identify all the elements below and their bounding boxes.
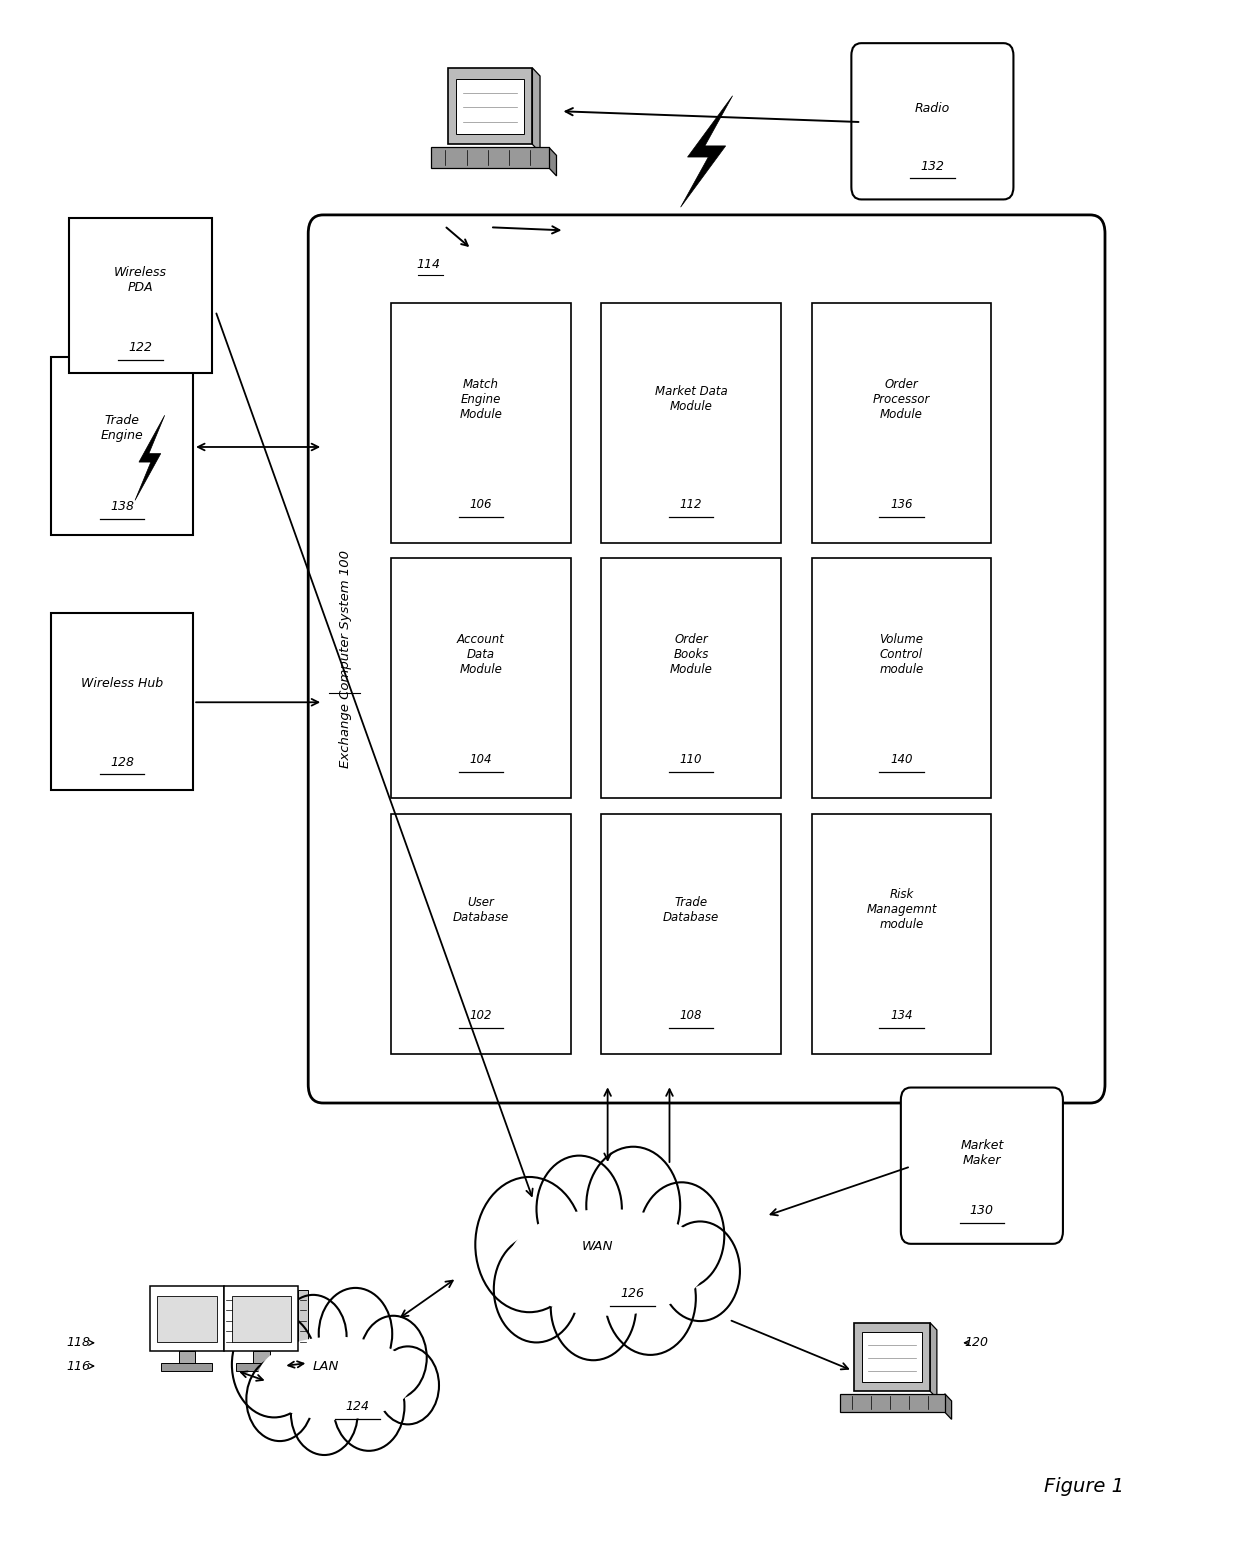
Text: 106: 106 [470, 498, 492, 512]
Circle shape [232, 1311, 316, 1417]
FancyBboxPatch shape [391, 814, 570, 1054]
Text: 104: 104 [470, 753, 492, 766]
FancyBboxPatch shape [900, 1088, 1063, 1243]
Text: 120: 120 [963, 1336, 988, 1350]
Text: Wireless Hub: Wireless Hub [81, 677, 164, 690]
Text: 116: 116 [67, 1359, 91, 1373]
FancyBboxPatch shape [391, 558, 570, 798]
Text: LAN: LAN [312, 1359, 339, 1373]
Polygon shape [930, 1322, 937, 1398]
Polygon shape [681, 96, 733, 208]
FancyBboxPatch shape [69, 219, 212, 372]
Circle shape [334, 1362, 404, 1451]
Circle shape [319, 1288, 392, 1380]
Circle shape [494, 1235, 579, 1342]
Text: 136: 136 [890, 498, 913, 512]
Text: Trade
Engine: Trade Engine [100, 414, 144, 442]
Text: User
Database: User Database [453, 896, 508, 924]
Text: 128: 128 [110, 755, 134, 769]
Polygon shape [258, 1336, 413, 1420]
FancyBboxPatch shape [309, 215, 1105, 1104]
Circle shape [605, 1242, 696, 1355]
Text: Match
Engine
Module: Match Engine Module [459, 378, 502, 420]
Polygon shape [549, 147, 557, 177]
FancyBboxPatch shape [854, 1322, 930, 1390]
FancyBboxPatch shape [601, 814, 781, 1054]
Circle shape [377, 1347, 439, 1424]
FancyBboxPatch shape [179, 1352, 196, 1362]
Text: 126: 126 [620, 1286, 645, 1300]
Text: Order
Books
Module: Order Books Module [670, 632, 713, 676]
Circle shape [475, 1176, 584, 1313]
Text: 118: 118 [67, 1336, 91, 1350]
Text: 130: 130 [970, 1204, 994, 1217]
Text: 134: 134 [890, 1009, 913, 1021]
FancyBboxPatch shape [161, 1362, 212, 1372]
FancyBboxPatch shape [448, 68, 532, 144]
FancyBboxPatch shape [150, 1286, 224, 1352]
FancyBboxPatch shape [157, 1296, 217, 1342]
Text: Figure 1: Figure 1 [1044, 1477, 1123, 1496]
FancyBboxPatch shape [236, 1362, 286, 1372]
Text: 140: 140 [890, 753, 913, 766]
FancyBboxPatch shape [456, 79, 525, 133]
FancyBboxPatch shape [812, 304, 991, 542]
Text: 112: 112 [680, 498, 702, 512]
Polygon shape [532, 68, 541, 152]
Text: 138: 138 [110, 501, 134, 513]
Text: WAN: WAN [582, 1240, 614, 1254]
FancyBboxPatch shape [812, 558, 991, 798]
Text: 102: 102 [470, 1009, 492, 1021]
Text: Trade
Database: Trade Database [663, 896, 719, 924]
FancyBboxPatch shape [852, 43, 1013, 200]
Text: Radio: Radio [915, 102, 950, 115]
Text: Wireless
PDA: Wireless PDA [114, 267, 167, 294]
Text: Market Data
Module: Market Data Module [655, 384, 728, 412]
Text: 114: 114 [417, 257, 440, 271]
Text: 110: 110 [680, 753, 702, 766]
Text: Risk
Managemnt
module: Risk Managemnt module [867, 888, 936, 932]
FancyBboxPatch shape [391, 304, 570, 542]
Circle shape [360, 1316, 427, 1400]
Text: 122: 122 [129, 341, 153, 355]
FancyBboxPatch shape [862, 1331, 923, 1381]
Polygon shape [135, 415, 165, 501]
Text: Market
Maker: Market Maker [960, 1139, 1003, 1167]
FancyBboxPatch shape [299, 1290, 308, 1348]
FancyBboxPatch shape [224, 1290, 233, 1348]
Text: Account
Data
Module: Account Data Module [456, 632, 505, 676]
FancyBboxPatch shape [253, 1352, 269, 1362]
Polygon shape [945, 1393, 951, 1420]
Circle shape [291, 1372, 357, 1455]
Polygon shape [508, 1209, 707, 1316]
Circle shape [247, 1358, 314, 1442]
Text: 132: 132 [920, 160, 945, 172]
Text: 124: 124 [346, 1400, 370, 1412]
FancyBboxPatch shape [51, 356, 193, 535]
Circle shape [280, 1294, 346, 1378]
Circle shape [660, 1221, 740, 1321]
FancyBboxPatch shape [812, 814, 991, 1054]
Circle shape [639, 1183, 724, 1290]
FancyBboxPatch shape [601, 558, 781, 798]
FancyBboxPatch shape [224, 1286, 299, 1352]
Text: Exchange Computer System 100: Exchange Computer System 100 [339, 550, 352, 767]
FancyBboxPatch shape [51, 612, 193, 790]
Circle shape [587, 1147, 681, 1265]
Text: Volume
Control
module: Volume Control module [879, 632, 924, 676]
Text: Order
Processor
Module: Order Processor Module [873, 378, 930, 420]
Polygon shape [839, 1393, 945, 1412]
Circle shape [537, 1156, 621, 1262]
Circle shape [551, 1254, 636, 1361]
Text: 108: 108 [680, 1009, 702, 1021]
Polygon shape [432, 147, 549, 167]
FancyBboxPatch shape [232, 1296, 291, 1342]
FancyBboxPatch shape [601, 304, 781, 542]
